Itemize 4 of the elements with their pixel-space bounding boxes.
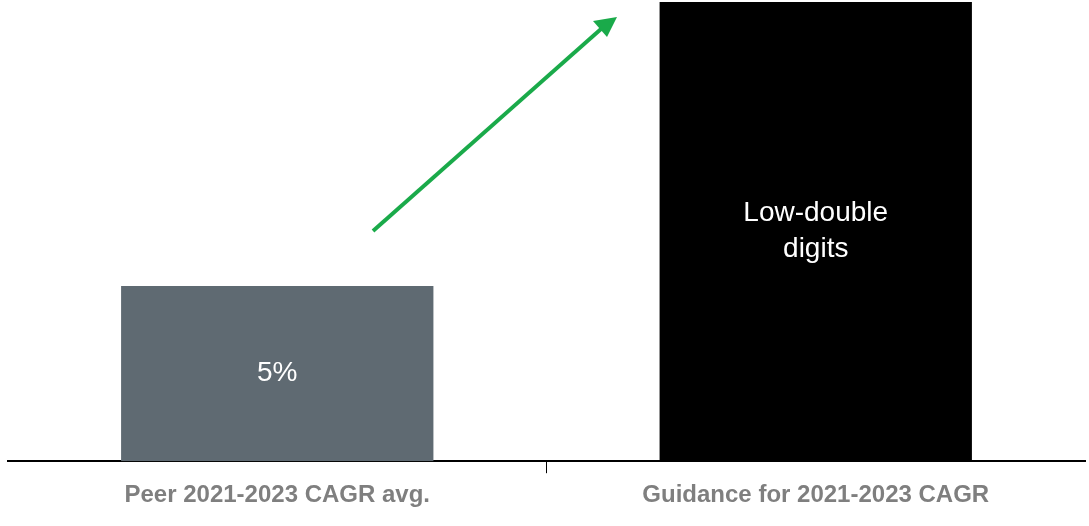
data-label: 5% (257, 356, 298, 388)
x-tick-label: Peer 2021-2023 CAGR avg. (124, 480, 431, 508)
data-label: Low-double digits (743, 196, 889, 264)
x-tick-label: Guidance for 2021-2023 CAGR (642, 480, 990, 508)
